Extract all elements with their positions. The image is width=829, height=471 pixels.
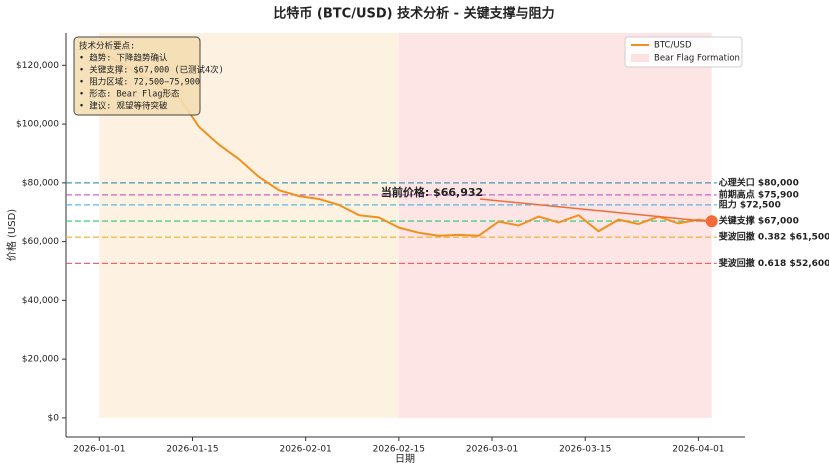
legend-label: BTC/USD (654, 41, 692, 51)
info-line: 技术分析要点: (79, 41, 135, 52)
x-tick-label: 2026-03-15 (559, 445, 611, 455)
x-tick-label: 2026-02-15 (373, 445, 425, 455)
y-tick-label: $80,000 (22, 178, 59, 188)
y-tick-label: $100,000 (16, 120, 59, 130)
annotation-arrow (479, 198, 706, 222)
y-tick-label: $0 (48, 413, 60, 423)
info-line: • 形态: Bear Flag形态 (79, 89, 180, 100)
level-label: 关键支撑 $67,000 (719, 215, 799, 227)
level-label: 心理关口 $80,000 (719, 176, 799, 188)
level-label: 前期高点 $75,900 (719, 188, 799, 200)
annotation-text: 当前价格: $66,932 (381, 185, 483, 199)
y-tick-label: $20,000 (22, 355, 59, 365)
span (398, 33, 712, 418)
legend-swatch (631, 54, 649, 62)
legend: BTC/USD Bear Flag Formation (624, 36, 743, 68)
info-line: • 趋势: 下降趋势确认 (79, 53, 168, 64)
info-line: • 关键支撑: $67,000 (已测试4次) (79, 65, 224, 76)
legend-box (624, 36, 743, 68)
y-tick-label: $120,000 (16, 61, 59, 71)
current-price-dot (705, 215, 718, 228)
x-tick-label: 2026-01-01 (73, 445, 125, 455)
price-line (98, 49, 712, 237)
legend-label: Bear Flag Formation (654, 54, 740, 64)
x-tick-label: 2026-01-15 (166, 445, 218, 455)
y-tick-label: $60,000 (22, 237, 59, 247)
x-axis-label: 日期 (395, 453, 415, 465)
level-label: 斐波回撤 0.618 $52,600 (718, 257, 829, 269)
level-label: 斐波回撤 0.382 $61,500 (718, 231, 829, 243)
x-tick-label: 2026-02-01 (279, 445, 331, 455)
y-axis-label: 价格 (USD) (5, 209, 18, 261)
chart-title: 比特币 (BTC/USD) 技术分析 - 关键支撑与阻力 (273, 6, 554, 22)
info-box (73, 36, 201, 116)
info-line: • 建议: 观望等待突破 (79, 101, 168, 112)
level-label: 阻力 $72,500 (719, 198, 781, 210)
x-tick-label: 2026-04-01 (672, 445, 724, 455)
x-tick-label: 2026-03-01 (466, 445, 518, 455)
info-line: • 阻力区域: 72,500−75,900 (79, 77, 200, 88)
y-tick-label: $40,000 (22, 296, 59, 306)
